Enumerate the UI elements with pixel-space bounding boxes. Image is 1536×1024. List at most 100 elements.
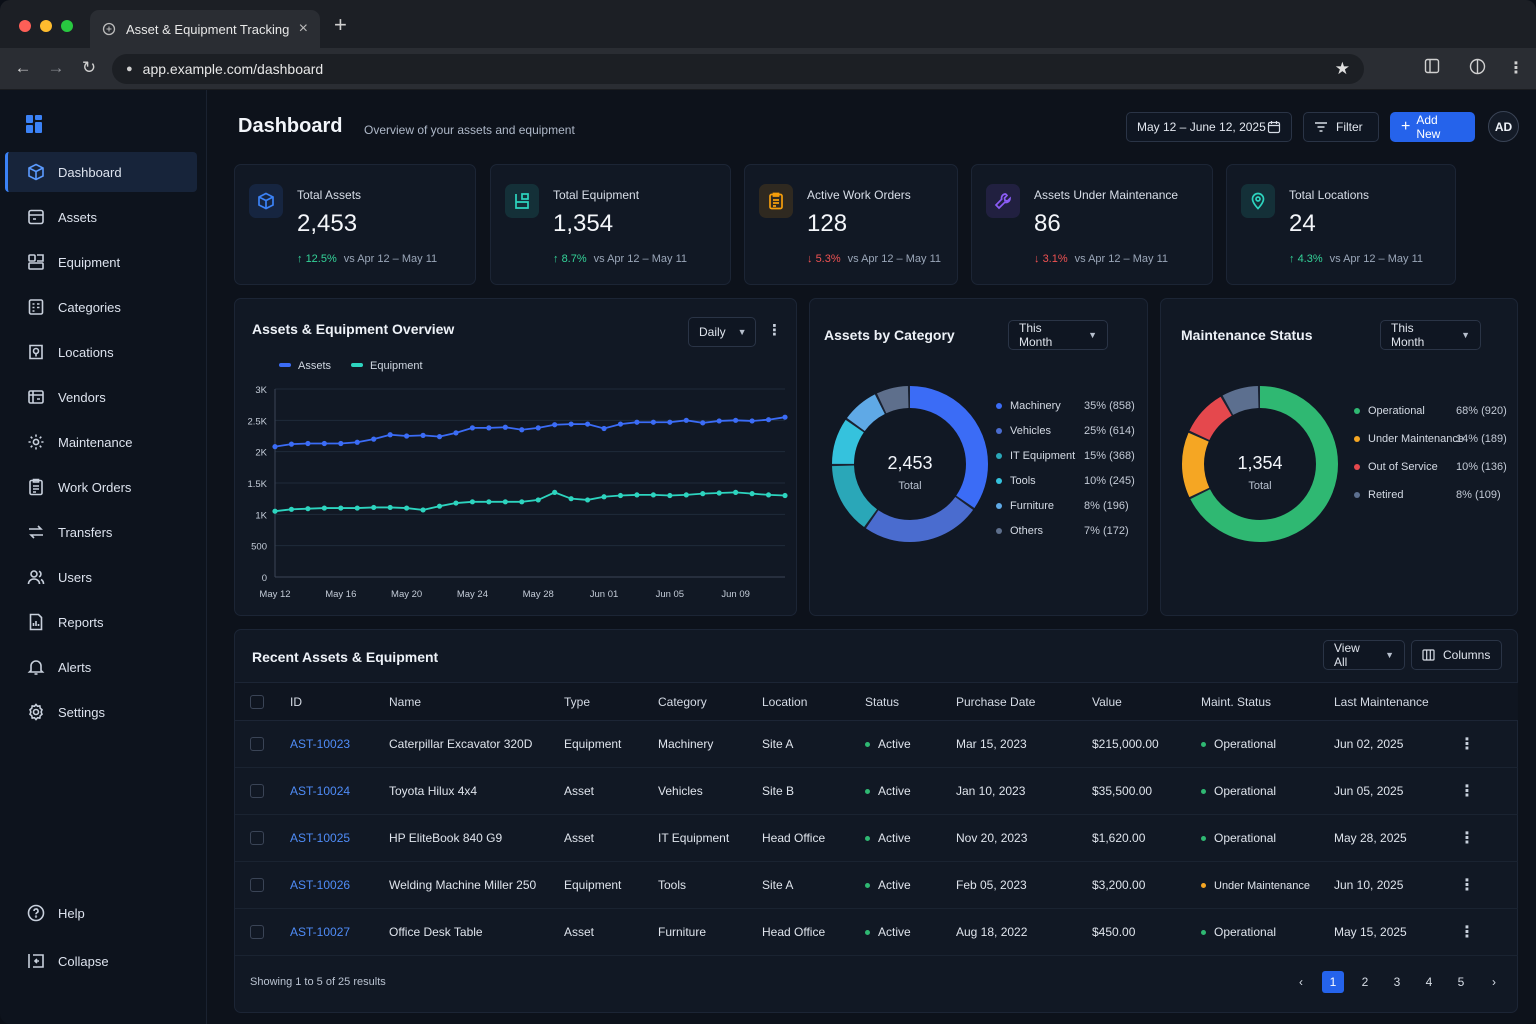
legend-item[interactable]: Vehicles bbox=[996, 425, 1051, 437]
page-button-2[interactable]: 2 bbox=[1361, 975, 1369, 989]
select-all-checkbox[interactable] bbox=[250, 694, 264, 709]
stat-card-assets-under-maintenance[interactable]: Assets Under Maintenance 86 ↓ 3.1% vs Apr 1… bbox=[971, 164, 1213, 285]
forward-icon[interactable]: → bbox=[47, 58, 65, 77]
data-point-equipment[interactable] bbox=[782, 492, 788, 499]
sidebar-item-maintenance[interactable]: Maintenance bbox=[5, 422, 197, 462]
sidebar-item-work-orders[interactable]: Work Orders bbox=[5, 467, 197, 507]
asset-id-link[interactable]: AST-10024 bbox=[290, 784, 351, 798]
data-point-assets[interactable] bbox=[321, 440, 327, 447]
row-checkbox[interactable] bbox=[250, 925, 264, 940]
minimize-window-button[interactable] bbox=[40, 20, 52, 32]
sidebar-item-assets[interactable]: Assets bbox=[5, 197, 197, 237]
data-point-assets[interactable] bbox=[502, 424, 508, 430]
data-point-equipment[interactable] bbox=[667, 492, 673, 499]
data-point-equipment[interactable] bbox=[634, 492, 640, 498]
stat-card-total-equipment[interactable]: Total Equipment 1,354 ↑ 8.7% vs Apr 12 – Ma… bbox=[490, 164, 731, 285]
category-period-select[interactable]: This Month ▼ bbox=[1008, 320, 1108, 350]
row-checkbox[interactable] bbox=[250, 878, 264, 893]
sidebar-item-settings[interactable]: Settings bbox=[5, 692, 197, 732]
asset-id-link[interactable]: AST-10025 bbox=[290, 831, 351, 845]
data-point-assets[interactable] bbox=[782, 414, 788, 420]
column-header-maint-status[interactable]: Maint. Status bbox=[1201, 682, 1334, 721]
data-point-equipment[interactable] bbox=[305, 506, 311, 512]
sidebar-item-categories[interactable]: Categories bbox=[5, 287, 197, 327]
page-button-5[interactable]: 5 bbox=[1457, 975, 1465, 989]
data-point-equipment[interactable] bbox=[272, 508, 278, 514]
column-header-status[interactable]: Status bbox=[865, 682, 956, 721]
data-point-equipment[interactable] bbox=[338, 505, 344, 511]
sidebar-item-help[interactable]: Help bbox=[5, 893, 197, 933]
table-row[interactable]: AST-10023 Caterpillar Excavator 320D Equip… bbox=[235, 720, 1518, 768]
column-header-value[interactable]: Value bbox=[1092, 682, 1201, 721]
cell-id[interactable]: AST-10026 bbox=[290, 861, 389, 909]
data-point-assets[interactable] bbox=[535, 425, 541, 431]
data-point-equipment[interactable] bbox=[404, 505, 410, 511]
row-checkbox[interactable] bbox=[250, 737, 264, 752]
data-point-assets[interactable] bbox=[617, 421, 624, 427]
view-all-button[interactable]: View All ▼ bbox=[1323, 640, 1405, 670]
column-header-id[interactable]: ID bbox=[290, 682, 389, 721]
data-point-equipment[interactable] bbox=[519, 499, 525, 505]
legend-item[interactable]: Tools bbox=[996, 475, 1036, 487]
data-point-equipment[interactable] bbox=[716, 490, 722, 496]
cell-id[interactable]: AST-10023 bbox=[290, 720, 389, 768]
date-range-picker[interactable]: May 12 – June 12, 2025 bbox=[1126, 112, 1292, 142]
data-point-assets[interactable] bbox=[453, 430, 459, 436]
data-point-equipment[interactable] bbox=[469, 499, 476, 505]
data-point-equipment[interactable] bbox=[552, 489, 558, 495]
legend-item[interactable]: Under Maintenance bbox=[1354, 433, 1464, 445]
filter-button[interactable]: Filter bbox=[1303, 112, 1379, 142]
more-options-icon[interactable]: ⋮ bbox=[767, 322, 782, 339]
data-point-assets[interactable] bbox=[371, 436, 377, 442]
data-point-equipment[interactable] bbox=[617, 492, 624, 499]
row-more-options-icon[interactable]: ⋮ bbox=[1459, 861, 1518, 909]
table-row[interactable]: AST-10024 Toyota Hilux 4x4 Asset Vehicles Si… bbox=[235, 767, 1518, 815]
legend-item[interactable]: IT Equipment bbox=[996, 450, 1075, 462]
reload-icon[interactable]: ↻ bbox=[81, 58, 97, 77]
data-point-equipment[interactable] bbox=[387, 504, 393, 511]
data-point-assets[interactable] bbox=[272, 444, 278, 450]
page-button-3[interactable]: 3 bbox=[1393, 975, 1401, 989]
bookmark-star-icon[interactable]: ★ bbox=[1334, 59, 1350, 78]
data-point-equipment[interactable] bbox=[321, 505, 327, 511]
data-point-equipment[interactable] bbox=[436, 503, 443, 509]
column-header-purchase-date[interactable]: Purchase Date bbox=[956, 682, 1092, 721]
data-point-equipment[interactable] bbox=[700, 491, 706, 497]
column-header-location[interactable]: Location bbox=[762, 682, 865, 721]
data-point-equipment[interactable] bbox=[650, 492, 656, 498]
donut-slice-machinery[interactable] bbox=[832, 386, 988, 542]
sidebar-item-vendors[interactable]: Vendors bbox=[5, 377, 197, 417]
data-point-equipment[interactable] bbox=[765, 492, 772, 498]
next-page-icon[interactable]: › bbox=[1492, 975, 1496, 989]
data-point-assets[interactable] bbox=[765, 417, 772, 423]
data-point-assets[interactable] bbox=[387, 432, 393, 438]
data-point-assets[interactable] bbox=[354, 439, 360, 445]
column-header-type[interactable]: Type bbox=[564, 682, 658, 721]
data-point-assets[interactable] bbox=[634, 419, 640, 425]
column-header-last-maintenance[interactable]: Last Maintenance bbox=[1334, 682, 1459, 721]
close-window-button[interactable] bbox=[19, 20, 31, 32]
legend-item[interactable]: Retired bbox=[1354, 489, 1403, 501]
data-point-equipment[interactable] bbox=[288, 506, 295, 512]
cell-id[interactable]: AST-10027 bbox=[290, 908, 389, 956]
sidebar-item-transfers[interactable]: Transfers bbox=[5, 512, 197, 552]
data-point-assets[interactable] bbox=[601, 425, 607, 432]
row-more-options-icon[interactable]: ⋮ bbox=[1459, 908, 1518, 956]
page-button-1[interactable]: 1 bbox=[1322, 971, 1344, 993]
cell-id[interactable]: AST-10025 bbox=[290, 814, 389, 862]
data-point-equipment[interactable] bbox=[354, 505, 360, 511]
data-point-equipment[interactable] bbox=[535, 497, 541, 503]
maintenance-period-select[interactable]: This Month ▼ bbox=[1380, 320, 1481, 350]
data-point-assets[interactable] bbox=[486, 425, 492, 431]
data-point-assets[interactable] bbox=[700, 420, 706, 426]
legend-item[interactable]: Others bbox=[996, 525, 1043, 537]
data-point-assets[interactable] bbox=[667, 419, 673, 425]
data-point-assets[interactable] bbox=[436, 434, 443, 440]
legend-item[interactable]: Furniture bbox=[996, 500, 1054, 512]
asset-id-link[interactable]: AST-10026 bbox=[290, 878, 351, 892]
data-point-assets[interactable] bbox=[568, 421, 574, 427]
data-point-equipment[interactable] bbox=[371, 504, 377, 511]
row-more-options-icon[interactable]: ⋮ bbox=[1459, 814, 1518, 862]
data-point-equipment[interactable] bbox=[683, 492, 689, 498]
data-point-assets[interactable] bbox=[288, 441, 295, 447]
